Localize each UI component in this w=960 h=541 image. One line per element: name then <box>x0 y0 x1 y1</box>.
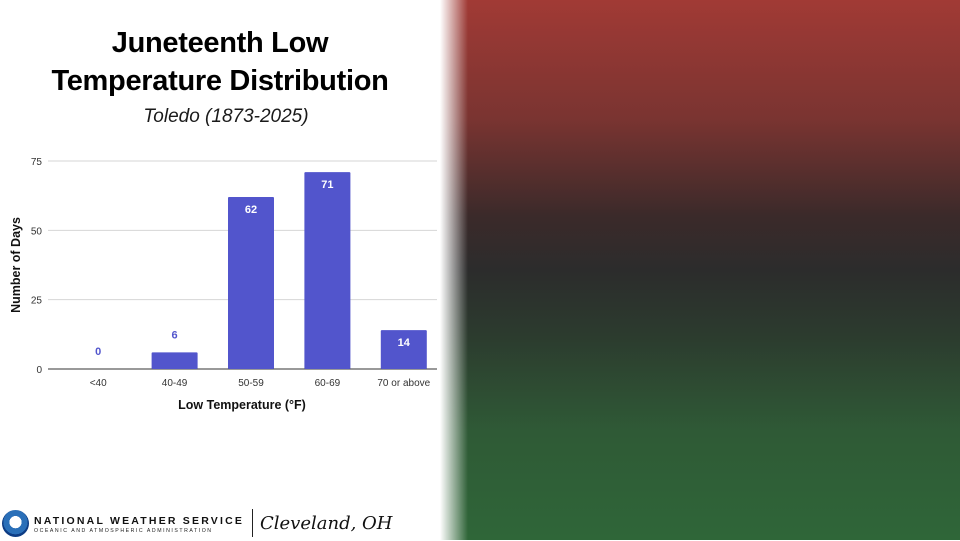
chart-subtitle: Toledo (1873-2025) <box>143 106 309 127</box>
data-label: 14 <box>398 337 411 349</box>
x-tick-label: <40 <box>90 378 107 389</box>
y-tick-label: 0 <box>36 365 42 376</box>
bar <box>151 352 198 369</box>
data-label: 71 <box>321 179 333 191</box>
footer-divider <box>252 509 253 537</box>
bar <box>380 330 427 369</box>
office-name: Cleveland, OH <box>260 513 393 534</box>
x-tick-label: 50-59 <box>238 378 264 389</box>
y-tick-label: 75 <box>31 157 43 168</box>
juneteenth-flag-background <box>440 0 960 540</box>
chart-title: Juneteenth Low Temperature Distribution <box>20 24 420 100</box>
x-tick-label: 40-49 <box>162 378 188 389</box>
data-label: 0 <box>95 346 101 358</box>
data-label: 62 <box>245 204 257 216</box>
data-label: 6 <box>172 329 178 341</box>
bar <box>228 197 274 369</box>
left-panel <box>0 0 450 540</box>
x-tick-label: 60-69 <box>315 378 341 389</box>
y-axis-title: Number of Days <box>9 217 23 313</box>
footer: NATIONAL WEATHER SERVICE OCEANIC AND ATM… <box>0 505 440 541</box>
bar <box>304 172 351 369</box>
org-subtitle: OCEANIC AND ATMOSPHERIC ADMINISTRATION <box>34 528 213 534</box>
title-line-2: Temperature Distribution <box>51 65 389 97</box>
y-tick-label: 50 <box>31 226 43 237</box>
noaa-logo-icon <box>2 510 29 537</box>
y-tick-label: 25 <box>31 296 43 307</box>
org-name: NATIONAL WEATHER SERVICE <box>34 515 245 527</box>
x-axis-title: Low Temperature (°F) <box>178 398 306 412</box>
title-line-1: Juneteenth Low <box>111 27 329 59</box>
bar-chart: 0 25 50 75 0 <40 6 40-49 62 50-59 71 60-69 14 70 or a… <box>9 157 437 412</box>
x-tick-label: 70 or above <box>377 378 430 389</box>
flag-fade-edge <box>440 0 468 540</box>
